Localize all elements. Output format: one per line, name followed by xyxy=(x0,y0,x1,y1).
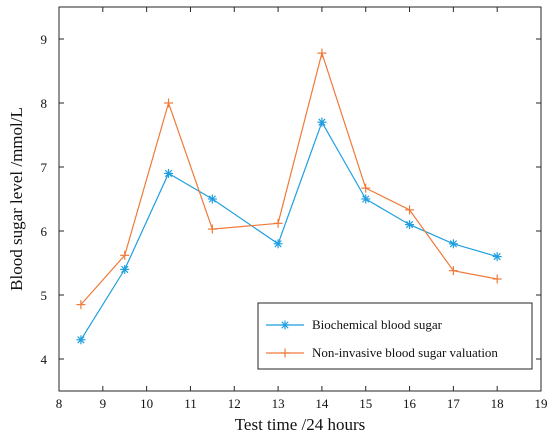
legend-item: Biochemical blood sugar xyxy=(266,317,443,332)
data-point xyxy=(207,194,217,204)
data-point xyxy=(448,239,458,249)
data-point xyxy=(448,266,458,276)
x-tick-label: 13 xyxy=(272,396,285,411)
data-point xyxy=(405,205,415,215)
x-tick-label: 17 xyxy=(447,396,461,411)
asterisk-marker xyxy=(280,320,290,330)
x-tick-label: 18 xyxy=(491,396,504,411)
x-tick-label: 12 xyxy=(228,396,241,411)
data-point xyxy=(164,168,174,178)
data-point xyxy=(164,98,174,108)
data-point xyxy=(76,300,86,310)
y-tick-label: 9 xyxy=(41,32,48,47)
y-tick-label: 6 xyxy=(41,224,48,239)
data-point xyxy=(273,239,283,249)
data-point xyxy=(317,117,327,127)
series-line xyxy=(80,120,498,341)
y-tick-label: 7 xyxy=(41,160,48,175)
x-tick-label: 16 xyxy=(403,396,417,411)
x-tick-label: 9 xyxy=(100,396,107,411)
x-tick-label: 8 xyxy=(56,396,63,411)
x-tick-label: 10 xyxy=(140,396,153,411)
data-point xyxy=(120,250,130,260)
legend-item: Non-invasive blood sugar valuation xyxy=(266,345,498,360)
series-1 xyxy=(76,117,502,345)
data-point xyxy=(361,194,371,204)
data-point xyxy=(492,274,502,284)
y-axis-label: Blood sugar level /mmol/L xyxy=(7,107,26,291)
y-tick-label: 5 xyxy=(41,288,48,303)
series-2 xyxy=(76,48,502,310)
legend-label: Biochemical blood sugar xyxy=(312,317,443,332)
data-point xyxy=(207,224,217,234)
data-point xyxy=(317,48,327,58)
y-tick-label: 4 xyxy=(41,352,48,367)
y-tick-label: 8 xyxy=(41,96,48,111)
series-line xyxy=(80,50,498,305)
x-tick-label: 19 xyxy=(535,396,548,411)
legend: Biochemical blood sugar Non-invasive bloo… xyxy=(257,302,533,370)
data-point xyxy=(492,252,502,262)
data-point xyxy=(120,264,130,274)
x-tick-label: 15 xyxy=(359,396,372,411)
data-point xyxy=(273,218,283,228)
x-tick-label: 11 xyxy=(184,396,197,411)
legend-label: Non-invasive blood sugar valuation xyxy=(312,345,498,360)
plus-marker xyxy=(280,348,290,358)
x-axis-label: Test time /24 hours xyxy=(235,415,366,434)
legend-box xyxy=(257,302,533,370)
x-tick-label: 14 xyxy=(315,396,329,411)
data-point xyxy=(76,335,86,345)
data-point xyxy=(361,183,371,193)
data-point xyxy=(405,220,415,230)
